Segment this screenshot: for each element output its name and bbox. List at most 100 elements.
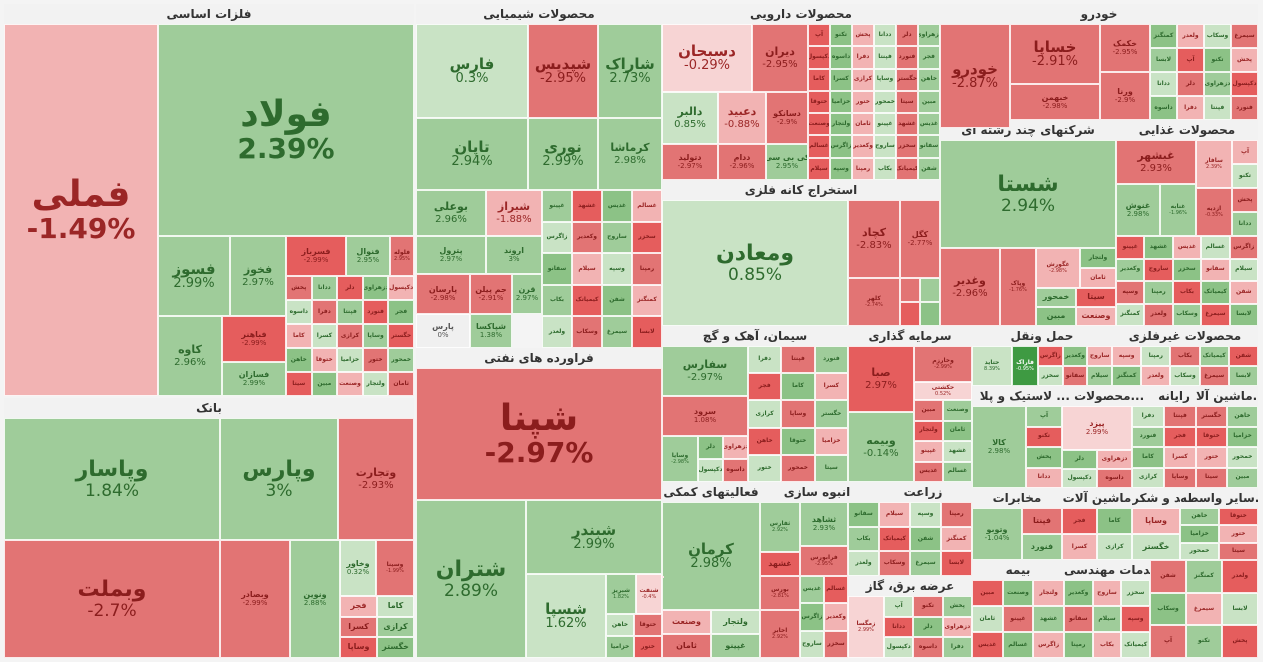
stock-tile[interactable]: دزهراوی xyxy=(1204,72,1231,96)
stock-tile[interactable]: دلر xyxy=(1177,72,1204,96)
stock-tile[interactable]: وبیمه -0.14% xyxy=(848,412,914,482)
stock-tile[interactable]: خکمک -2.95% xyxy=(1100,24,1150,72)
stock-tile[interactable]: دفرا xyxy=(748,346,782,374)
stock-tile[interactable]: ازدیه -0.33% xyxy=(1196,188,1232,236)
stock-tile[interactable]: کاوه 2.96% xyxy=(158,316,222,396)
stock-tile[interactable]: شپدیس -2.95% xyxy=(528,24,598,118)
stock-tile[interactable]: غدیس xyxy=(1172,236,1202,259)
stock-tile[interactable]: سفانو xyxy=(848,502,879,527)
stock-tile[interactable]: سیمرغ xyxy=(1201,303,1230,326)
stock-tile[interactable]: خزامیا xyxy=(830,90,852,114)
stock-tile[interactable]: زاگرس xyxy=(1229,236,1258,259)
stock-tile[interactable]: ولتجار xyxy=(362,372,389,396)
stock-tile[interactable]: ولغدر xyxy=(1222,560,1258,593)
stock-tile[interactable]: تاپان 2.94% xyxy=(416,118,528,190)
stock-tile[interactable]: کیمیاتک xyxy=(572,284,602,317)
stock-tile[interactable]: فنورد xyxy=(1022,534,1062,560)
stock-tile[interactable]: سیتا xyxy=(1219,542,1258,560)
stock-tile[interactable]: فنورد xyxy=(1231,96,1258,120)
stock-tile[interactable]: وسکاب xyxy=(879,551,910,576)
stock-tile[interactable]: سفانو xyxy=(542,253,572,285)
stock-tile[interactable] xyxy=(920,278,940,302)
stock-tile[interactable]: ثامان xyxy=(943,420,972,441)
stock-tile[interactable]: کلهر -2.74% xyxy=(848,278,900,326)
stock-tile[interactable]: دزهراوی xyxy=(942,616,972,638)
stock-tile[interactable]: کمنگنز xyxy=(1150,24,1177,48)
stock-tile[interactable]: وکغدیر xyxy=(852,135,874,158)
stock-tile[interactable]: کچاد -2.83% xyxy=(848,200,900,278)
stock-tile[interactable]: مبین xyxy=(972,580,1003,606)
stock-tile[interactable]: اروند 3% xyxy=(486,236,542,274)
stock-tile[interactable]: شاراک 2.73% xyxy=(598,24,662,118)
stock-tile[interactable]: ولتجار xyxy=(1033,580,1064,606)
stock-tile[interactable]: ساروج xyxy=(602,221,632,254)
stock-tile[interactable]: شفن xyxy=(1229,281,1258,304)
stock-tile[interactable]: ثامان xyxy=(662,634,711,658)
stock-tile[interactable]: فرابورس -2.95% xyxy=(800,546,848,576)
stock-tile[interactable]: دلر xyxy=(913,616,943,638)
stock-tile[interactable]: ثفارس 2.92% xyxy=(760,502,800,552)
stock-tile[interactable]: فپنتا xyxy=(874,46,896,69)
stock-tile[interactable]: خمحور xyxy=(1036,288,1076,307)
stock-tile[interactable]: بکاب xyxy=(1172,281,1202,304)
stock-tile[interactable]: حتاید 8.39% xyxy=(972,346,1012,386)
stock-tile[interactable]: بورس -2.81% xyxy=(760,576,800,610)
stock-tile[interactable]: ولغدر xyxy=(1177,24,1204,48)
stock-tile[interactable]: خزامیا xyxy=(1180,525,1219,543)
stock-tile[interactable]: دلر xyxy=(698,436,723,459)
stock-tile[interactable]: دفرا xyxy=(1177,96,1204,120)
stock-tile[interactable]: ولتجار xyxy=(830,113,852,136)
stock-tile[interactable]: سرود 1.08% xyxy=(662,396,748,436)
stock-tile[interactable]: ورنا -2.9% xyxy=(1100,72,1150,120)
stock-tile[interactable]: وخاور 0.32% xyxy=(340,540,376,596)
stock-tile[interactable]: سیتا xyxy=(1196,467,1227,488)
stock-tile[interactable]: کسرا xyxy=(830,68,852,91)
stock-tile[interactable]: پارس 0% xyxy=(416,314,470,348)
stock-tile[interactable]: وساپا xyxy=(874,68,896,91)
stock-tile[interactable]: کاما xyxy=(1097,508,1132,534)
stock-tile[interactable]: رمپنا xyxy=(632,253,662,285)
stock-tile[interactable]: فپنتا xyxy=(1022,508,1062,534)
stock-tile[interactable]: بکاب xyxy=(1170,346,1200,366)
stock-tile[interactable]: کیمیاتک xyxy=(1201,281,1230,304)
stock-tile[interactable]: تکنو xyxy=(1026,426,1062,447)
stock-tile[interactable]: اخابر 2.92% xyxy=(760,610,800,658)
stock-tile[interactable]: وکغدیر xyxy=(1062,346,1088,366)
stock-tile[interactable]: وپاک -1.76% xyxy=(1000,248,1036,326)
stock-tile[interactable]: داسوه xyxy=(286,300,312,324)
stock-tile[interactable]: غشهد xyxy=(1144,236,1173,259)
stock-tile[interactable]: دکپسول xyxy=(698,459,723,482)
stock-tile[interactable]: سافار 2.39% xyxy=(1196,140,1232,188)
stock-tile[interactable]: غگورش -2.98% xyxy=(1036,248,1080,288)
stock-tile[interactable]: خزامیا xyxy=(1227,426,1258,447)
stock-tile[interactable]: خاهن xyxy=(1227,406,1258,427)
stock-tile[interactable]: کاما xyxy=(286,324,312,348)
stock-tile[interactable]: کی بی سی 2.95% xyxy=(766,144,808,180)
stock-tile[interactable]: فارس 0.3% xyxy=(416,24,528,118)
stock-tile[interactable]: وسکاب xyxy=(1170,366,1200,386)
stock-tile[interactable]: غپینو xyxy=(874,113,896,136)
stock-tile[interactable]: ختور xyxy=(634,636,662,658)
stock-tile[interactable]: سیمرغ xyxy=(1199,366,1229,386)
stock-tile[interactable]: فنورد xyxy=(362,300,389,324)
stock-tile[interactable]: خگستر xyxy=(896,68,918,91)
stock-tile[interactable]: ختوقا xyxy=(1219,508,1258,526)
stock-tile[interactable]: فپنتا xyxy=(337,300,363,324)
stock-tile[interactable]: شستا 2.94% xyxy=(940,140,1116,248)
stock-tile[interactable]: تکنو xyxy=(1204,48,1231,72)
stock-tile[interactable]: ختور xyxy=(748,454,782,482)
stock-tile[interactable]: وسپه xyxy=(1116,281,1145,304)
stock-tile[interactable]: وسپه xyxy=(830,157,852,180)
stock-tile[interactable]: آپ xyxy=(808,24,830,47)
stock-tile[interactable]: سیلام xyxy=(808,157,830,180)
stock-tile[interactable]: غپینو xyxy=(914,441,943,462)
stock-tile[interactable]: ختور xyxy=(1219,525,1258,543)
stock-tile[interactable]: حکشتی 0.52% xyxy=(914,382,972,400)
stock-tile[interactable]: ولغدر xyxy=(848,551,879,576)
stock-tile[interactable]: فلوله 2.95% xyxy=(390,236,414,276)
stock-tile[interactable]: ولتجار xyxy=(1080,248,1116,268)
stock-tile[interactable]: پترول 2.97% xyxy=(416,236,486,274)
stock-tile[interactable]: غسالم xyxy=(943,461,972,482)
stock-tile[interactable]: سخزر xyxy=(632,221,662,254)
stock-tile[interactable]: ختوقا xyxy=(311,348,338,372)
